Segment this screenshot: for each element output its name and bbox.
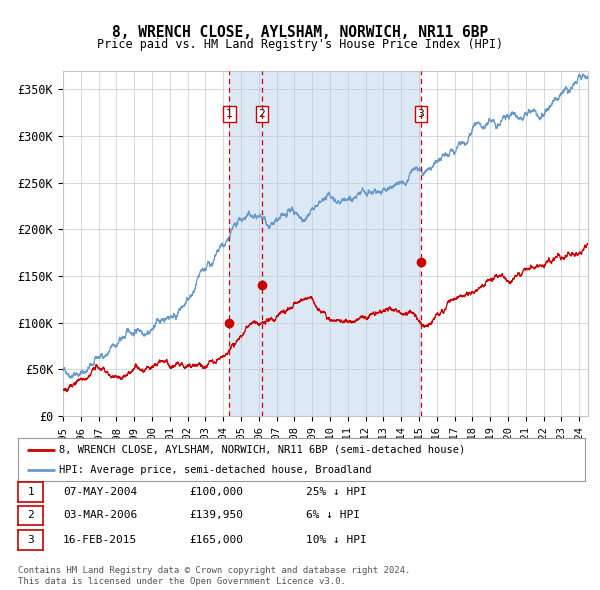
Text: 3: 3 bbox=[418, 109, 424, 119]
Text: £139,950: £139,950 bbox=[189, 510, 243, 520]
Text: Price paid vs. HM Land Registry's House Price Index (HPI): Price paid vs. HM Land Registry's House … bbox=[97, 38, 503, 51]
Text: 1: 1 bbox=[226, 109, 233, 119]
Text: 03-MAR-2006: 03-MAR-2006 bbox=[63, 510, 137, 520]
Text: 8, WRENCH CLOSE, AYLSHAM, NORWICH, NR11 6BP: 8, WRENCH CLOSE, AYLSHAM, NORWICH, NR11 … bbox=[112, 25, 488, 40]
Text: HPI: Average price, semi-detached house, Broadland: HPI: Average price, semi-detached house,… bbox=[59, 466, 371, 475]
Text: £100,000: £100,000 bbox=[189, 487, 243, 497]
Text: 3: 3 bbox=[27, 535, 34, 545]
Text: 07-MAY-2004: 07-MAY-2004 bbox=[63, 487, 137, 497]
Text: 2: 2 bbox=[27, 510, 34, 520]
Text: 25% ↓ HPI: 25% ↓ HPI bbox=[306, 487, 367, 497]
Text: 8, WRENCH CLOSE, AYLSHAM, NORWICH, NR11 6BP (semi-detached house): 8, WRENCH CLOSE, AYLSHAM, NORWICH, NR11 … bbox=[59, 445, 465, 455]
Text: 10% ↓ HPI: 10% ↓ HPI bbox=[306, 535, 367, 545]
Text: 6% ↓ HPI: 6% ↓ HPI bbox=[306, 510, 360, 520]
Bar bbox=[262, 71, 421, 416]
Text: Contains HM Land Registry data © Crown copyright and database right 2024.: Contains HM Land Registry data © Crown c… bbox=[18, 566, 410, 575]
Text: This data is licensed under the Open Government Licence v3.0.: This data is licensed under the Open Gov… bbox=[18, 577, 346, 586]
Bar bbox=[229, 71, 262, 416]
Text: 2: 2 bbox=[259, 109, 265, 119]
Text: 16-FEB-2015: 16-FEB-2015 bbox=[63, 535, 137, 545]
Text: £165,000: £165,000 bbox=[189, 535, 243, 545]
Text: 1: 1 bbox=[27, 487, 34, 497]
